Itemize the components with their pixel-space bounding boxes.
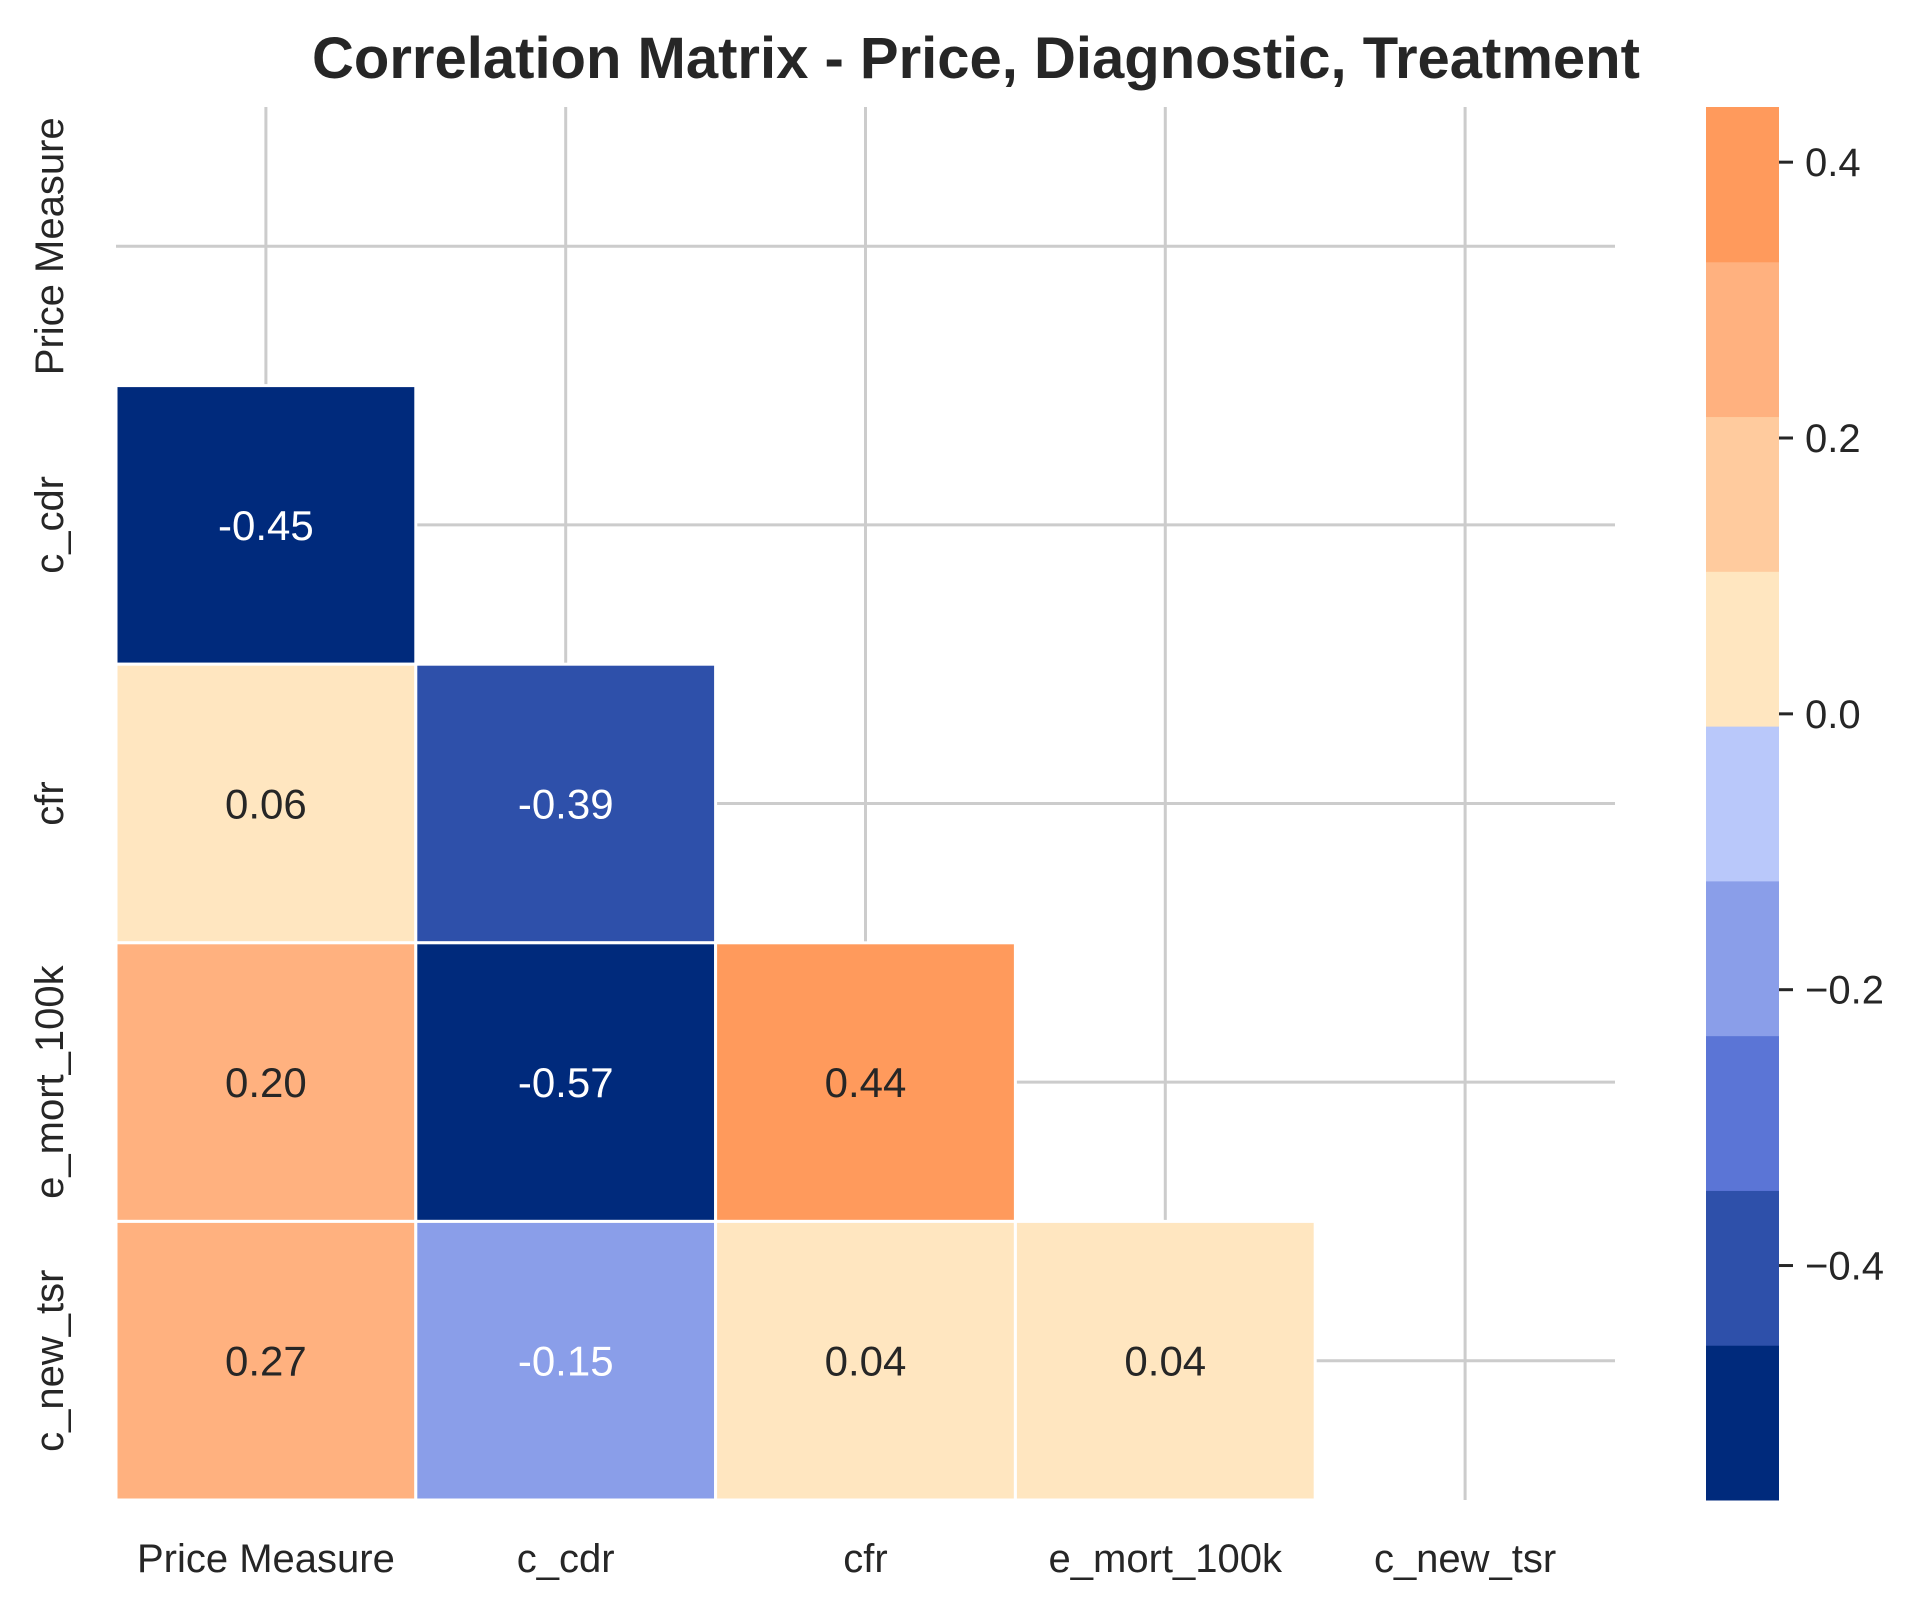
colorbar-segment — [1706, 726, 1779, 882]
cell-value-label: -0.57 — [518, 1059, 614, 1106]
x-tick-label: e_mort_100k — [1049, 1537, 1283, 1581]
heatmap-cell — [114, 384, 418, 666]
heatmap-cell — [1013, 1219, 1317, 1502]
colorbar-segment — [1706, 261, 1779, 418]
cell-value-label: 0.44 — [825, 1059, 907, 1106]
cell-value-label: 0.27 — [225, 1338, 307, 1385]
colorbar-segment — [1706, 1190, 1779, 1346]
colorbar: −0.4 −0.2 0.0 0.2 0.4 — [1706, 107, 1884, 1501]
heatmap-cell — [714, 1219, 1017, 1502]
heatmap-cell — [114, 941, 418, 1223]
cell-value-label: -0.45 — [218, 502, 314, 549]
y-tick-label: e_mort_100k — [28, 964, 72, 1198]
cell-value-label: 0.06 — [225, 781, 307, 828]
colorbar-tick-label: 0.0 — [1805, 693, 1861, 737]
heatmap-cell — [114, 1219, 418, 1502]
colorbar-segment — [1706, 1035, 1779, 1191]
cell-value-label: 0.20 — [225, 1059, 307, 1106]
y-tick-label: c_cdr — [28, 476, 72, 574]
colorbar-tick-label: −0.4 — [1805, 1245, 1884, 1289]
heatmap-cell — [414, 662, 718, 945]
colorbar-segment — [1706, 416, 1779, 572]
heatmap-cells: -0.45 0.06 -0.39 0.20 -0.57 0.44 0.27 -0.15 0.04… — [114, 384, 1317, 1502]
colorbar-segment — [1706, 1345, 1779, 1501]
colorbar-segment — [1706, 880, 1779, 1037]
heatmap-cell — [414, 1219, 718, 1502]
colorbar-tick-label: 0.4 — [1805, 141, 1861, 185]
x-tick-label: c_cdr — [517, 1537, 615, 1581]
chart-title: Correlation Matrix - Price, Diagnostic, … — [312, 26, 1640, 91]
cell-value-label: -0.39 — [518, 781, 614, 828]
x-tick-label: c_new_tsr — [1374, 1537, 1556, 1581]
x-tick-labels: Price Measure c_cdr cfr e_mort_100k c_new_ts… — [137, 1537, 1556, 1581]
colorbar-tick-label: 0.2 — [1805, 417, 1861, 461]
heatmap-cell — [414, 941, 718, 1223]
cell-value-label: 0.04 — [1124, 1338, 1206, 1385]
x-tick-label: Price Measure — [137, 1537, 395, 1581]
colorbar-segment — [1706, 571, 1779, 727]
colorbar-segment — [1706, 107, 1779, 263]
y-tick-label: cfr — [28, 781, 72, 825]
colorbar-tick-label: −0.2 — [1805, 969, 1884, 1013]
cell-value-label: -0.15 — [518, 1338, 614, 1385]
heatmap-cell — [714, 941, 1017, 1223]
y-tick-label: c_new_tsr — [28, 1270, 72, 1452]
y-tick-label: Price Measure — [28, 117, 72, 375]
cell-value-label: 0.04 — [825, 1338, 907, 1385]
x-tick-label: cfr — [843, 1537, 887, 1581]
